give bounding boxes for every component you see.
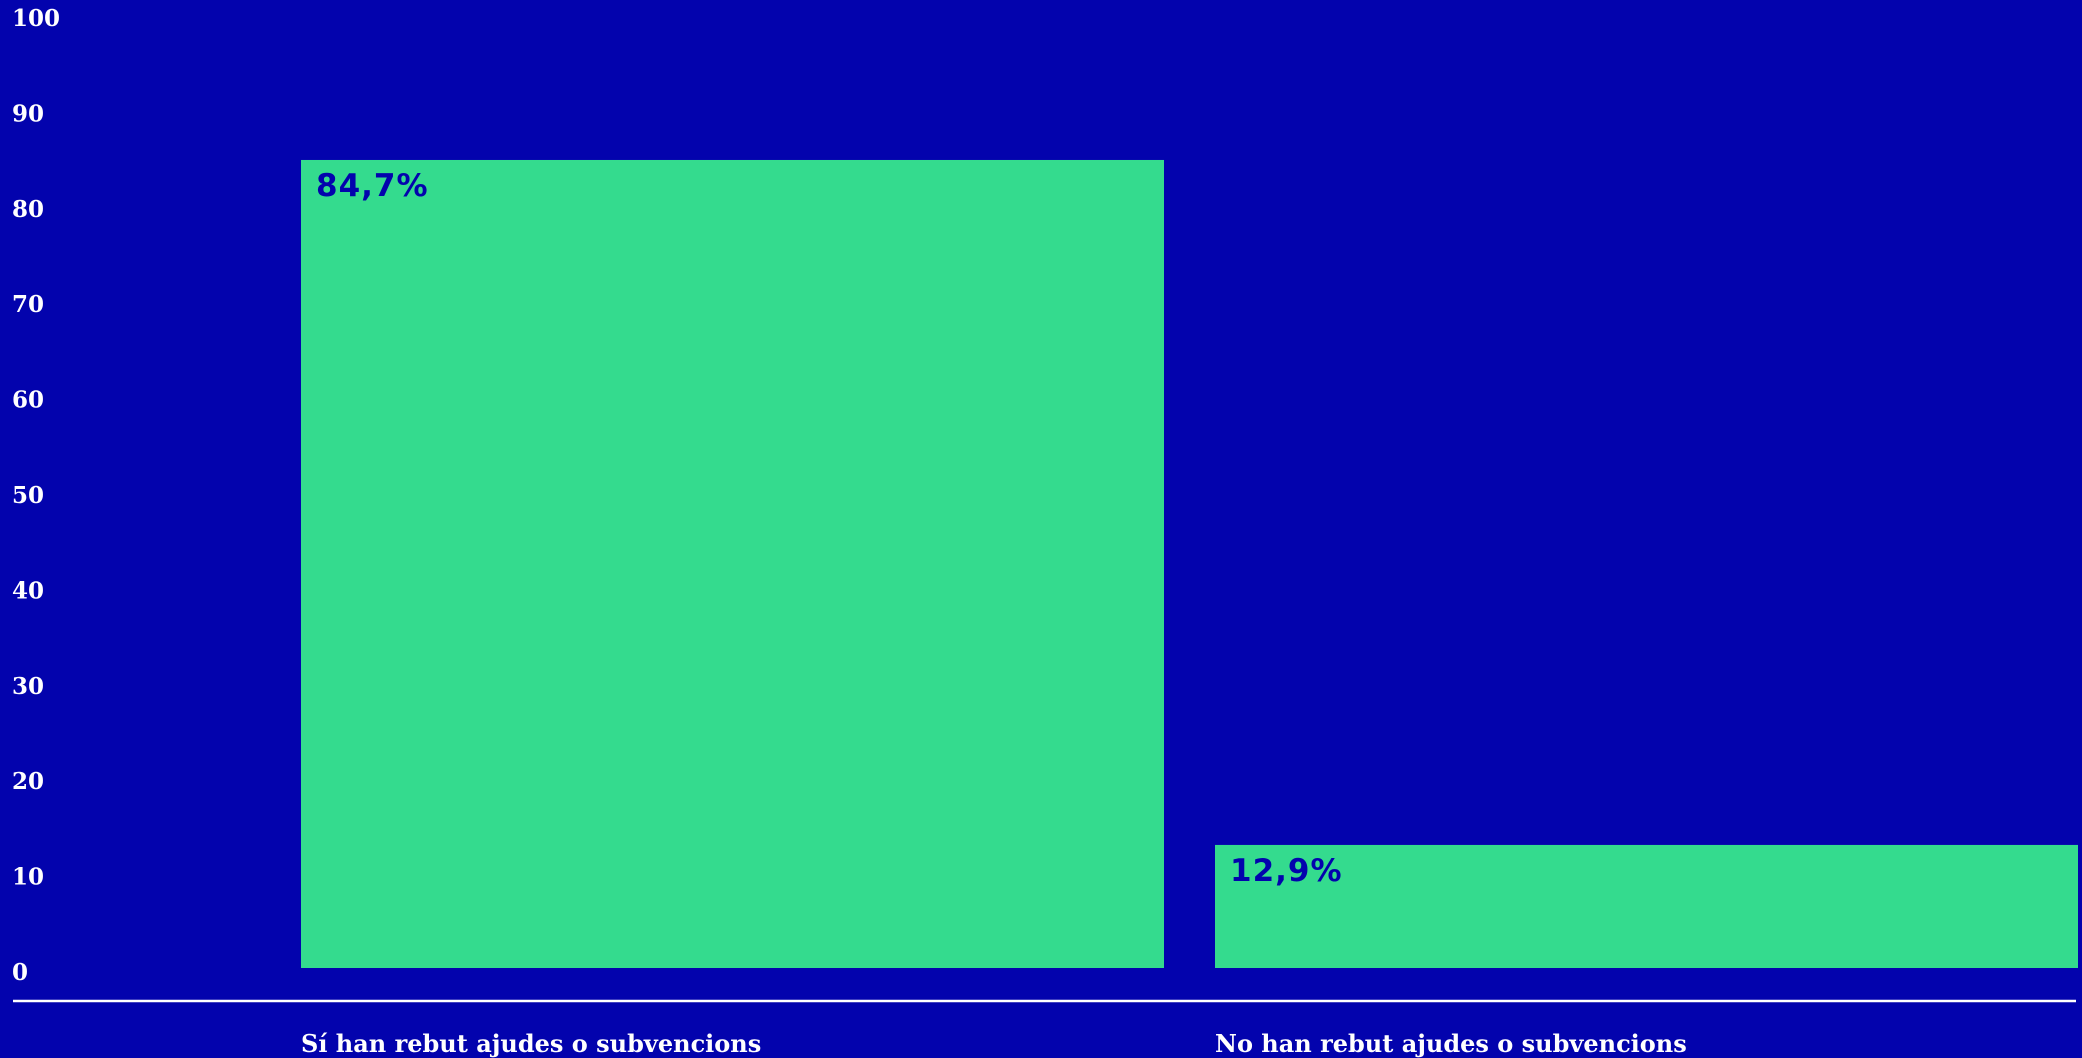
- y-tick-label: 30: [12, 673, 44, 700]
- y-tick-label: 80: [12, 196, 44, 223]
- bar-value-label: 12,9%: [1230, 853, 1343, 889]
- bars-group: 84,7% 12,9%: [301, 159, 2078, 968]
- y-tick-label: 20: [12, 768, 44, 795]
- y-axis-tick-labels: 0 10 20 30 40 50 60 70 80 90 100: [12, 5, 60, 986]
- x-category-label: No han rebut ajudes o subvencions: [1215, 1029, 1687, 1058]
- y-tick-label: 0: [12, 959, 28, 986]
- bar: [301, 159, 1164, 968]
- bar: [1215, 844, 2078, 968]
- y-tick-label: 50: [12, 482, 44, 509]
- bar-value-label: 84,7%: [316, 168, 429, 204]
- y-tick-label: 40: [12, 577, 44, 604]
- y-tick-label: 10: [12, 864, 44, 891]
- x-category-label: Sí han rebut ajudes o subvencions: [301, 1029, 761, 1058]
- y-tick-label: 60: [12, 387, 44, 414]
- x-axis-category-labels: Sí han rebut ajudes o subvencions No han …: [301, 1029, 1687, 1058]
- y-tick-label: 90: [12, 100, 44, 127]
- y-tick-label: 70: [12, 291, 44, 318]
- y-tick-label: 100: [12, 5, 60, 32]
